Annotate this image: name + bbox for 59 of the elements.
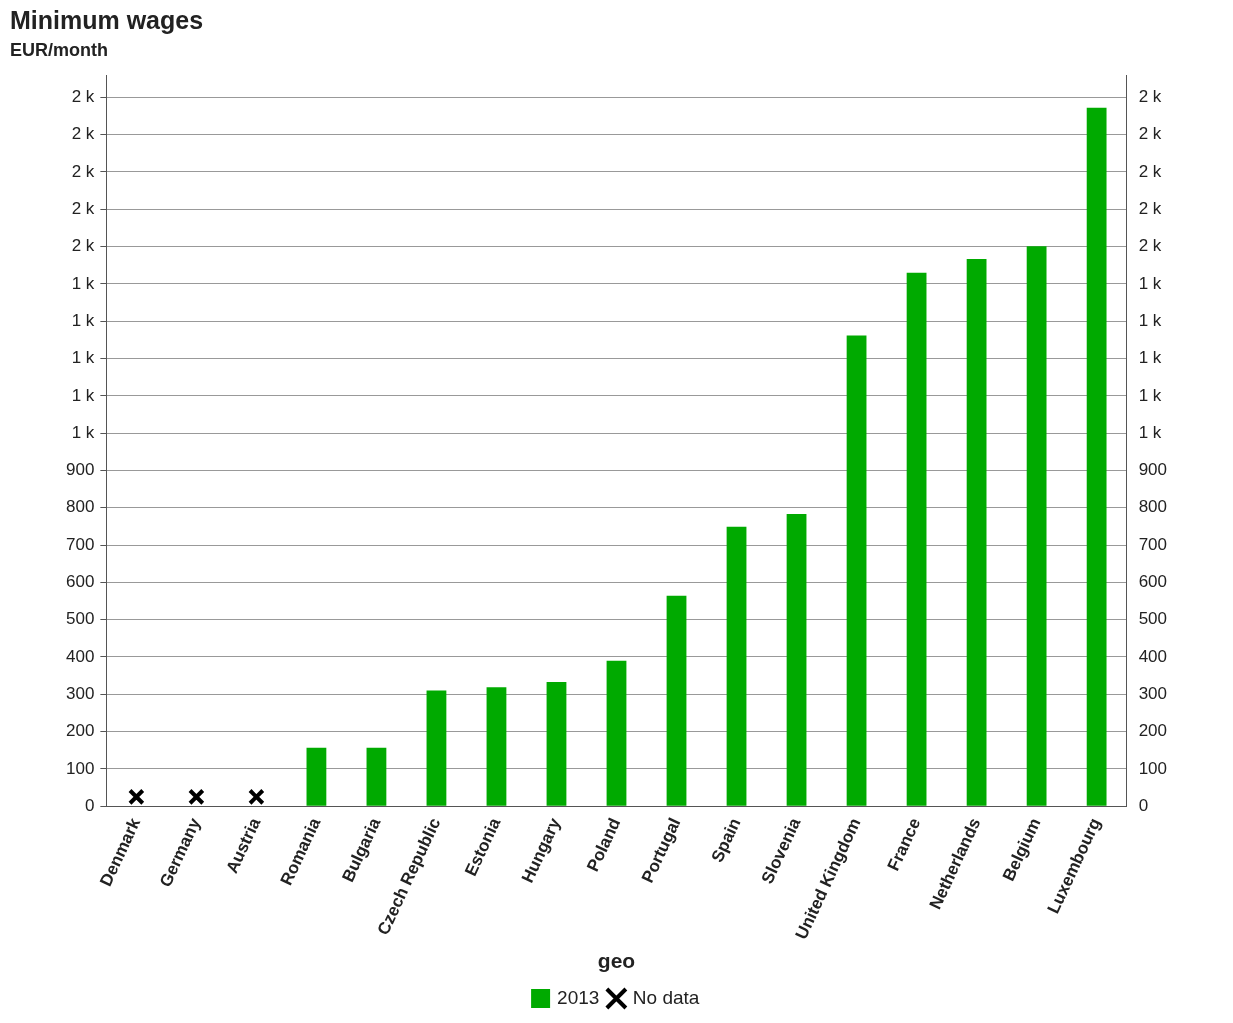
bar — [1026, 246, 1047, 806]
y2-tick-label: 0 — [1138, 795, 1149, 815]
legend-label: No data — [632, 986, 700, 1008]
bar — [966, 258, 987, 806]
y-tick-label: 900 — [65, 460, 95, 480]
y-tick-label: 1 k — [71, 273, 95, 293]
y-tick-label: 100 — [65, 758, 95, 778]
bar — [366, 747, 387, 806]
y-tick-label: 2 k — [71, 198, 95, 218]
y-tick-label: 1 k — [71, 385, 95, 405]
y2-tick-label: 2 k — [1138, 124, 1162, 144]
y2-tick-label: 2 k — [1138, 161, 1162, 181]
bar — [606, 660, 627, 806]
chart-subtitle: EUR/month — [10, 40, 108, 61]
y-tick-label: 300 — [65, 683, 95, 703]
bar — [546, 681, 567, 806]
y2-tick-label: 200 — [1138, 721, 1168, 741]
y-tick-label: 200 — [65, 721, 95, 741]
bar — [306, 747, 327, 806]
y2-tick-label: 600 — [1138, 572, 1168, 592]
bar — [666, 595, 687, 806]
bar — [486, 687, 507, 806]
y2-tick-label: 500 — [1138, 609, 1168, 629]
y-tick-label: 800 — [65, 497, 95, 517]
y-tick-label: 600 — [65, 572, 95, 592]
y-tick-label: 2 k — [71, 236, 95, 256]
y2-tick-label: 300 — [1138, 683, 1168, 703]
y-tick-label: 700 — [65, 534, 95, 554]
y-tick-label: 1 k — [71, 422, 95, 442]
y-tick-label: 2 k — [71, 161, 95, 181]
legend-label: 2013 — [557, 986, 600, 1008]
y2-tick-label: 100 — [1138, 758, 1168, 778]
y2-tick-label: 700 — [1138, 534, 1168, 554]
y2-tick-label: 2 k — [1138, 236, 1162, 256]
y-tick-label: 500 — [65, 609, 95, 629]
y2-tick-label: 2 k — [1138, 87, 1162, 107]
y2-tick-label: 1 k — [1138, 385, 1162, 405]
y2-tick-label: 900 — [1138, 460, 1168, 480]
y-tick-label: 400 — [65, 646, 95, 666]
bar — [1086, 107, 1107, 806]
y-tick-label: 1 k — [71, 348, 95, 368]
y2-tick-label: 1 k — [1138, 348, 1162, 368]
bar — [786, 514, 807, 806]
y-tick-label: 2 k — [71, 124, 95, 144]
y2-tick-label: 2 k — [1138, 198, 1162, 218]
bar — [726, 526, 747, 806]
chart-title: Minimum wages — [10, 6, 204, 35]
y2-tick-label: 1 k — [1138, 422, 1162, 442]
bar — [906, 272, 927, 806]
y2-tick-label: 1 k — [1138, 310, 1162, 330]
x-axis-title: geo — [597, 949, 636, 973]
bar — [426, 690, 447, 806]
y2-tick-label: 400 — [1138, 646, 1168, 666]
y-tick-label: 0 — [84, 795, 95, 815]
bar — [846, 335, 867, 806]
y-tick-label: 2 k — [71, 87, 95, 107]
y2-tick-label: 800 — [1138, 497, 1168, 517]
y2-tick-label: 1 k — [1138, 273, 1162, 293]
y-tick-label: 1 k — [71, 310, 95, 330]
